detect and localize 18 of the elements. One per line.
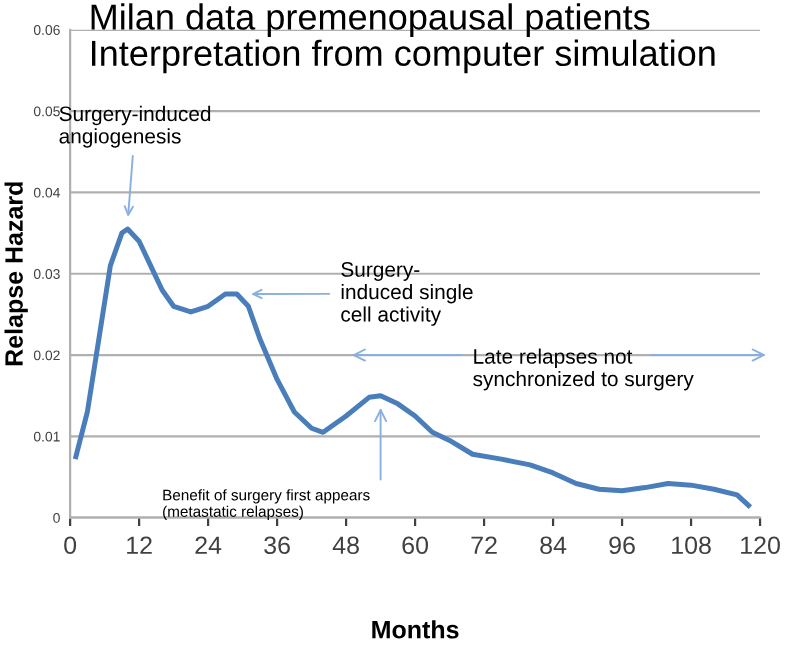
x-tick-label: 0 <box>64 536 77 555</box>
x-tick-label: 96 <box>609 536 635 555</box>
x-axis-title: Months <box>372 620 459 639</box>
annotation: Surgery- induced single cell activity <box>341 262 473 326</box>
x-tick-label: 48 <box>332 536 359 555</box>
annotation: Surgery-induced angiogenesis <box>59 105 211 148</box>
x-tick-label: 120 <box>741 536 780 555</box>
x-tick-label: 12 <box>127 536 152 554</box>
line-series <box>73 226 752 508</box>
x-tick-label: 60 <box>402 536 429 555</box>
x-tick-label: 24 <box>195 536 222 554</box>
x-tick-label: 36 <box>264 536 290 555</box>
x-tick-label: 72 <box>471 536 497 554</box>
y-axis-title: Relapse Hazard <box>4 182 28 366</box>
x-tick-label: 108 <box>672 536 711 555</box>
annotation: Late relapses not synchronized to surgery <box>473 348 694 391</box>
chart-title: Milan data premenopausal patients Interpretation from computer simulation <box>91 3 715 74</box>
x-tick-label: 84 <box>540 536 567 555</box>
